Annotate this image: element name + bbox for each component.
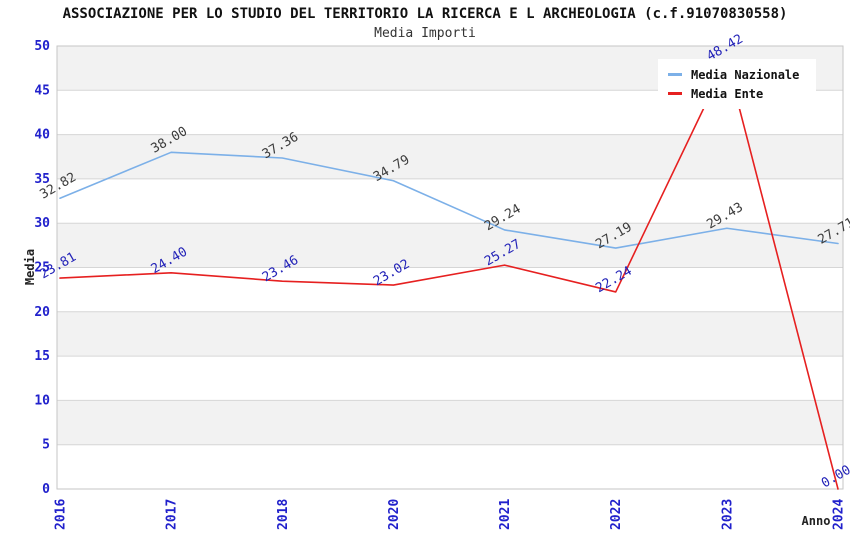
svg-text:0: 0 bbox=[42, 482, 50, 497]
svg-text:30: 30 bbox=[34, 216, 50, 231]
svg-text:45: 45 bbox=[34, 83, 50, 98]
svg-text:2020: 2020 bbox=[387, 499, 402, 530]
svg-text:2018: 2018 bbox=[276, 499, 291, 530]
svg-text:15: 15 bbox=[34, 349, 50, 364]
svg-text:2021: 2021 bbox=[498, 499, 513, 530]
svg-text:2023: 2023 bbox=[720, 499, 735, 530]
svg-text:5: 5 bbox=[42, 438, 50, 453]
svg-text:35: 35 bbox=[34, 172, 50, 187]
x-axis-title: Anno bbox=[801, 514, 831, 528]
chart-subtitle: Media Importi bbox=[374, 26, 476, 41]
legend-label-media-ente: Media Ente bbox=[691, 86, 764, 101]
svg-text:2016: 2016 bbox=[54, 499, 69, 530]
svg-text:25: 25 bbox=[34, 261, 50, 276]
svg-text:20: 20 bbox=[34, 305, 50, 320]
svg-text:2024: 2024 bbox=[832, 499, 847, 530]
y-axis-title: Media bbox=[23, 248, 37, 286]
media-ente-line-swatch bbox=[668, 92, 682, 95]
media-nazionale-line-swatch bbox=[668, 73, 682, 76]
legend-label-media-nazionale: Media Nazionale bbox=[691, 67, 800, 82]
plot-border bbox=[56, 45, 844, 490]
y-tick-labels: 0 5 10 15 20 25 30 35 40 45 50 bbox=[34, 39, 50, 497]
legend-item-media-ente: Media Ente bbox=[668, 84, 808, 103]
svg-text:2022: 2022 bbox=[609, 499, 624, 530]
legend-item-media-nazionale: Media Nazionale bbox=[668, 65, 808, 84]
svg-text:2017: 2017 bbox=[165, 499, 180, 530]
series-line-media-nazionale bbox=[59, 151, 839, 249]
svg-text:50: 50 bbox=[34, 39, 50, 54]
svg-text:10: 10 bbox=[34, 393, 50, 408]
chart-title: ASSOCIAZIONE PER LO STUDIO DEL TERRITORI… bbox=[62, 6, 788, 22]
svg-text:40: 40 bbox=[34, 128, 50, 143]
x-tick-labels: 2016 2017 2018 2020 2021 2022 2023 2024 bbox=[54, 499, 847, 530]
chart-legend: Media Nazionale Media Ente bbox=[658, 59, 816, 109]
